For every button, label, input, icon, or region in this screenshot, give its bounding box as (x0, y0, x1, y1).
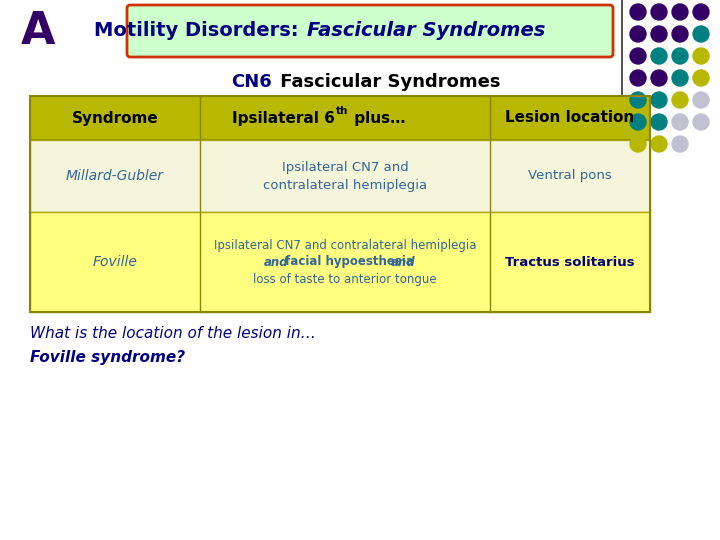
Text: CN6: CN6 (231, 73, 272, 91)
Text: and: and (264, 255, 288, 268)
Circle shape (651, 4, 667, 20)
Text: Ventral pons: Ventral pons (528, 170, 612, 183)
Circle shape (651, 136, 667, 152)
Circle shape (630, 26, 646, 42)
Text: Foville: Foville (93, 255, 138, 269)
Text: Motility Disorders:: Motility Disorders: (94, 22, 305, 40)
Circle shape (672, 114, 688, 130)
Circle shape (651, 114, 667, 130)
Text: loss of taste to anterior tongue: loss of taste to anterior tongue (253, 273, 437, 286)
Bar (30, 96, 650, 312)
Circle shape (693, 4, 709, 20)
Text: 46: 46 (694, 8, 706, 18)
Circle shape (672, 70, 688, 86)
Text: Lesion location: Lesion location (505, 111, 634, 125)
Text: plus…: plus… (349, 111, 405, 125)
Circle shape (651, 48, 667, 64)
Circle shape (630, 4, 646, 20)
Circle shape (630, 48, 646, 64)
Text: Ipsilateral CN7 and: Ipsilateral CN7 and (282, 160, 408, 173)
Text: Fascicular Syndromes: Fascicular Syndromes (307, 22, 545, 40)
Text: facial hypoesthesia: facial hypoesthesia (281, 255, 418, 268)
Circle shape (672, 26, 688, 42)
Text: Ipsilateral CN7 and contralateral hemiplegia: Ipsilateral CN7 and contralateral hemipl… (214, 239, 476, 252)
Circle shape (672, 4, 688, 20)
Circle shape (693, 70, 709, 86)
Circle shape (630, 70, 646, 86)
Circle shape (630, 92, 646, 108)
Circle shape (672, 92, 688, 108)
Text: A: A (21, 10, 55, 53)
Circle shape (693, 92, 709, 108)
Circle shape (693, 48, 709, 64)
Text: Fascicular Syndromes: Fascicular Syndromes (274, 73, 500, 91)
Bar (30, 140, 650, 212)
Circle shape (630, 114, 646, 130)
Text: Syndrome: Syndrome (71, 111, 158, 125)
Text: Tractus solitarius: Tractus solitarius (505, 255, 635, 268)
Circle shape (651, 92, 667, 108)
FancyBboxPatch shape (127, 5, 613, 57)
Circle shape (672, 136, 688, 152)
Circle shape (651, 26, 667, 42)
Text: th: th (336, 106, 348, 116)
Bar (30, 212, 650, 312)
Text: Millard-Gubler: Millard-Gubler (66, 169, 164, 183)
Text: What is the location of the lesion in…: What is the location of the lesion in… (30, 326, 316, 341)
Text: contralateral hemiplegia: contralateral hemiplegia (263, 179, 427, 192)
Circle shape (672, 48, 688, 64)
Text: Ipsilateral 6: Ipsilateral 6 (232, 111, 335, 125)
Circle shape (693, 114, 709, 130)
Circle shape (630, 136, 646, 152)
Text: and: and (390, 255, 415, 268)
Text: Foville syndrome?: Foville syndrome? (30, 350, 185, 365)
Circle shape (693, 26, 709, 42)
Bar (30, 96, 650, 140)
Circle shape (651, 70, 667, 86)
